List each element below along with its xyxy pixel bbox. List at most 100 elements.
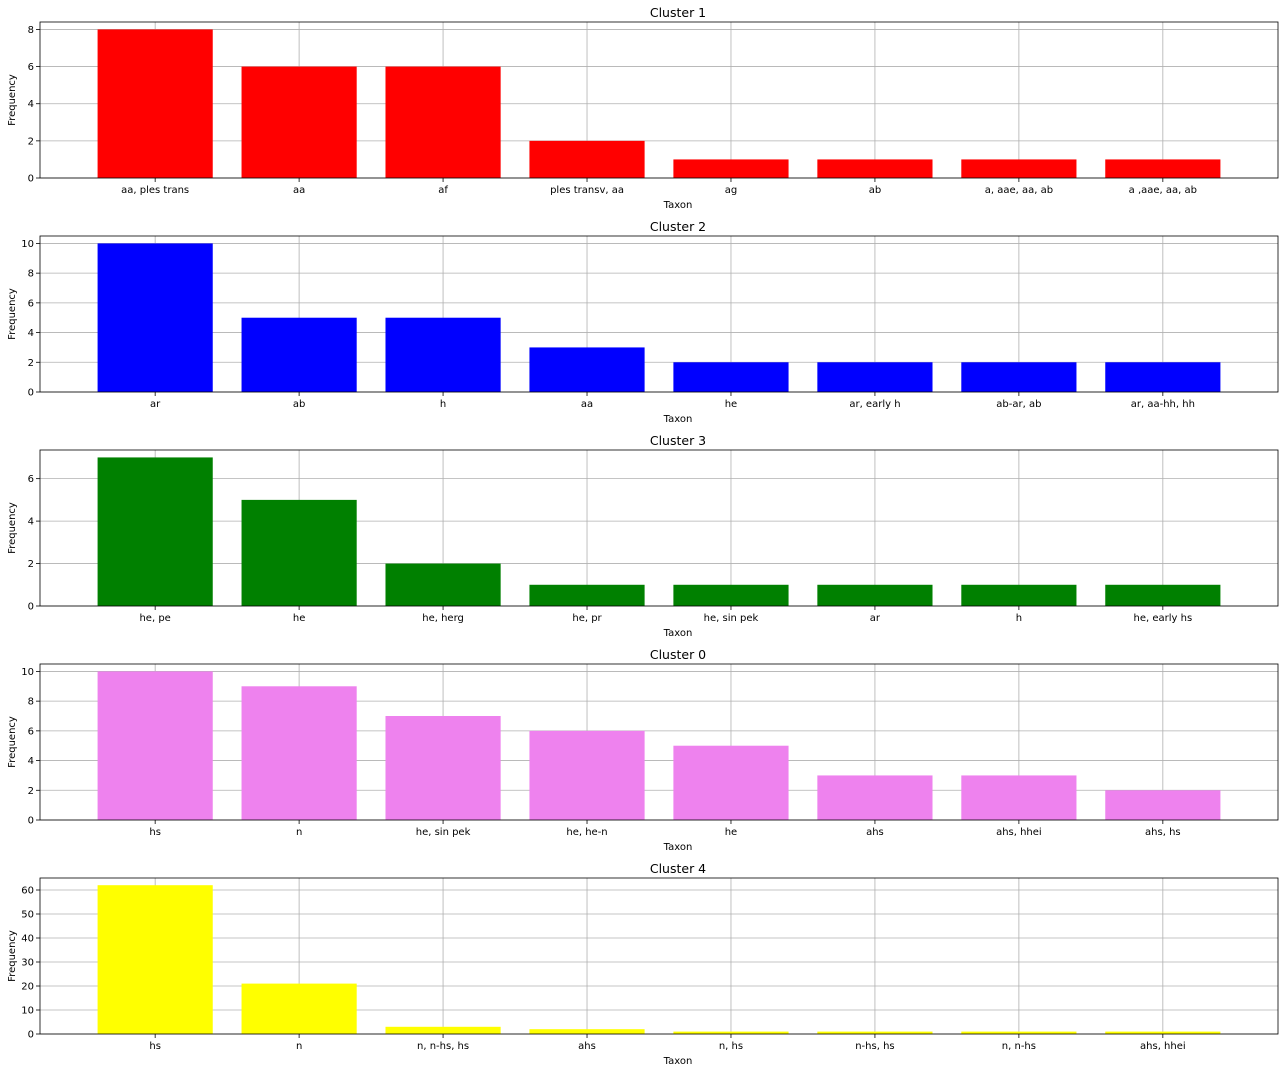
x-tick-label: ar, early h [849,399,900,410]
bar [1105,1031,1221,1034]
bar [97,671,213,820]
chart-panel-4: hs n n, n-hs, hs ahs n, hs n-hs, hs n, n-hs ahs… [7,861,1279,1067]
plot-frame [39,663,1279,821]
bar [817,584,933,606]
bar [673,745,789,820]
x-tick-label: aa [293,185,305,196]
x-tick-label: ples transv, aa [550,185,624,196]
x-tick-label: he, sin pek [704,613,759,624]
bar [1105,790,1221,820]
x-tick-label: he [293,613,306,624]
x-tick-label: aa, ples trans [121,185,189,196]
bar [1105,362,1221,392]
bar [97,243,213,392]
grid [40,450,1278,607]
y-axis-label: Frequency [7,502,18,554]
bar [961,159,1077,178]
x-tick-label: he, early hs [1134,613,1193,624]
x-tick-label: ahs, hhei [1140,1041,1186,1052]
bar [673,584,789,606]
y-tick-label: 2 [28,358,34,369]
x-tick-label: a ,aae, aa, ab [1129,185,1197,196]
x-tick-label: aa [581,399,593,410]
x-tick-label: n, n-hs [1002,1041,1036,1052]
y-tick-label: 30 [21,958,34,969]
chart-panel-0: aa, ples trans aa af ples transv, aa ag ab a, … [7,5,1279,211]
x-tick-label: ar [870,613,881,624]
y-tick-label: 2 [28,136,34,147]
x-axis-label: Taxon [663,628,693,639]
x-tick-label: ag [725,185,737,196]
y-tick-label: 4 [28,756,34,767]
x-tick-label: ab-ar, ab [996,399,1041,410]
bar [817,362,933,392]
y-tick-label: 8 [28,269,34,280]
x-axis-label: Taxon [663,1056,693,1067]
x-tick-label: he, sin pek [416,827,471,838]
y-axis-label: Frequency [7,716,18,768]
x-tick-label: n-hs, hs [855,1041,894,1052]
y-tick-label: 6 [28,474,34,485]
x-tick-label: h [440,399,446,410]
grid [40,664,1278,821]
bar [385,1026,501,1034]
chart-panel-2: he, pe he he, herg he, pr he, sin pek ar h he, … [7,433,1279,639]
x-tick-label: ar [150,399,161,410]
x-tick-label: ahs [578,1041,596,1052]
grid [40,878,1278,1035]
y-tick-label: 4 [28,99,34,110]
x-tick-label: ahs, hs [1145,827,1181,838]
x-tick-label: he [725,827,738,838]
y-tick-label: 10 [21,1006,34,1017]
x-tick-label: n, n-hs, hs [417,1041,469,1052]
bar [673,1031,789,1034]
x-tick-label: n [296,1041,302,1052]
bar [817,1031,933,1034]
x-tick-label: ab [293,399,305,410]
chart-title: Cluster 1 [650,5,706,20]
bar [817,775,933,820]
y-tick-label: 0 [28,388,34,399]
grid [40,22,1278,179]
grid [40,236,1278,393]
bar [97,457,213,606]
bar [529,347,645,392]
x-tick-label: he, he-n [566,827,607,838]
y-tick-label: 6 [28,62,34,73]
x-tick-label: he, pr [572,613,602,624]
x-tick-label: ahs, hhei [996,827,1042,838]
y-tick-label: 6 [28,726,34,737]
y-tick-label: 0 [28,1030,34,1041]
x-tick-label: hs [149,827,161,838]
bar [961,362,1077,392]
y-tick-label: 10 [21,239,34,250]
y-axis-label: Frequency [7,74,18,126]
bar [385,317,501,392]
bar [1105,159,1221,178]
x-tick-label: af [438,185,448,196]
plot-frame [39,21,1279,179]
x-tick-label: ar, aa-hh, hh [1131,399,1195,410]
y-tick-label: 0 [28,816,34,827]
y-axis-label: Frequency [7,930,18,982]
x-axis-label: Taxon [663,842,693,853]
bar [241,686,357,820]
bar [97,885,213,1034]
y-tick-label: 2 [28,559,34,570]
x-tick-label: hs [149,1041,161,1052]
plot-frame [39,235,1279,393]
x-tick-label: ab [869,185,881,196]
y-tick-label: 8 [28,697,34,708]
bar [385,563,501,606]
y-tick-label: 4 [28,328,34,339]
x-tick-label: a, aae, aa, ab [985,185,1053,196]
x-tick-label: n, hs [719,1041,743,1052]
bar [385,66,501,178]
chart-title: Cluster 4 [650,861,706,876]
bar [529,140,645,178]
bar [529,1029,645,1034]
x-tick-label: he [725,399,738,410]
x-axis-label: Taxon [663,414,693,425]
y-axis-label: Frequency [7,288,18,340]
